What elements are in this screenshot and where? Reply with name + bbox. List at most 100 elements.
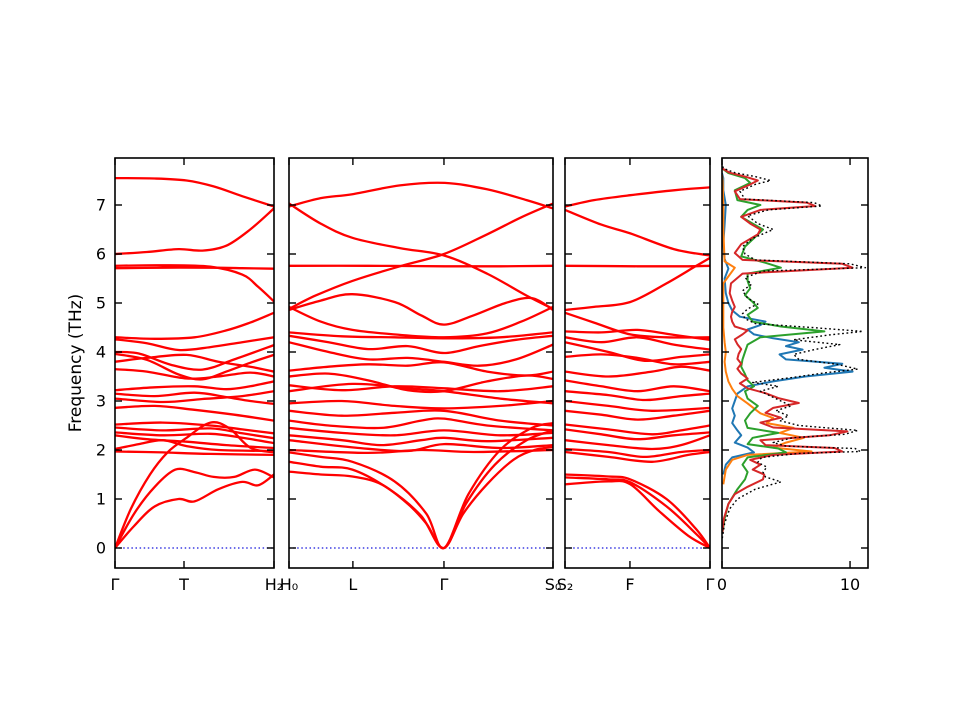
y-tick-label: 6 — [96, 245, 106, 264]
phonon-band-path — [565, 365, 710, 378]
panel-content-bands-S2-F-gamma — [565, 186, 710, 550]
x-tick-label: T — [178, 575, 189, 594]
phonon-band-path — [115, 353, 274, 373]
phonon-band-path — [289, 202, 553, 311]
phonon-band-path — [115, 264, 274, 303]
y-tick-label: 1 — [96, 490, 106, 509]
x-tick-label: S₂ — [557, 575, 574, 594]
phonon-band-path — [565, 311, 710, 339]
phonon-band-path — [115, 176, 274, 208]
phonon-band-path — [565, 473, 710, 550]
phonon-band-path — [565, 447, 710, 459]
phonon-band-path — [289, 426, 553, 437]
phonon-band-path — [565, 390, 710, 402]
y-tick-label: 3 — [96, 392, 106, 411]
phonon-band-path — [289, 334, 553, 355]
y-tick-label: 2 — [96, 441, 106, 460]
phonon-band-path — [565, 328, 710, 341]
phonon-band-path — [115, 207, 274, 256]
phonon-band-path — [115, 380, 274, 392]
y-tick-label: 0 — [96, 539, 106, 558]
x-tick-label: H₀ — [280, 575, 298, 594]
x-tick-label: S₀ — [545, 575, 562, 594]
phonon-band-path — [565, 256, 710, 312]
phonon-band-path — [289, 448, 553, 455]
phonon-band-path — [115, 343, 274, 371]
x-tick-label: 10 — [840, 575, 860, 594]
panel-frame-4 — [721, 157, 869, 569]
phonon-band-path — [115, 336, 274, 352]
dos-green-curve — [722, 167, 826, 534]
x-tick-label: 0 — [717, 575, 727, 594]
phonon-band-path — [565, 450, 710, 463]
phonon-band-path — [565, 336, 710, 351]
phonon-band-path — [565, 476, 710, 550]
phonon-band-path — [289, 264, 553, 268]
phonon-band-path — [115, 434, 274, 450]
phonon-band-path — [115, 391, 274, 406]
y-tick-label: 4 — [96, 343, 106, 362]
phonon-band-path — [289, 305, 553, 339]
y-tick-label: 5 — [96, 294, 106, 313]
phonon-band-path — [565, 428, 710, 441]
x-tick-label: F — [625, 575, 634, 594]
phonon-band-path — [115, 439, 274, 453]
phonon-band-path — [289, 202, 553, 311]
phonon-band-path — [289, 341, 553, 367]
phonon-band-path — [289, 417, 553, 432]
phonon-band-path — [289, 399, 553, 410]
phonon-band-path — [565, 186, 710, 208]
dos-total-curve — [722, 163, 867, 539]
panel-content-bands-H0-L-gamma-S0 — [289, 181, 553, 550]
y-tick-label: 7 — [96, 196, 106, 215]
phonon-band-path — [115, 426, 274, 440]
x-tick-label: Γ — [440, 575, 449, 594]
phonon-band-path — [289, 181, 553, 210]
phonon-band-path — [289, 384, 553, 393]
phonon-band-path — [289, 293, 553, 326]
phonon-band-path — [115, 404, 274, 422]
phonon-band-path — [115, 467, 274, 550]
phonon-band-path — [289, 409, 553, 427]
dos-blue-curve — [722, 172, 854, 475]
panel-content-dos — [722, 163, 867, 539]
panel-frame-1 — [114, 157, 275, 569]
phonon-band-path — [565, 399, 710, 412]
phonon-band-path — [565, 479, 710, 550]
phonon-band-path — [115, 311, 274, 340]
phonon-band-path — [289, 372, 553, 394]
phonon-band-path — [565, 353, 710, 366]
phonon-band-path — [115, 266, 274, 270]
panel-content-bands-gamma-T-H2 — [115, 176, 274, 550]
x-tick-label: Γ — [706, 575, 715, 594]
panel-frame-2 — [288, 157, 554, 569]
phonon-band-path — [115, 421, 274, 435]
phonon-band-path — [565, 423, 710, 436]
phonon-band-path — [565, 434, 710, 451]
phonon-band-path — [289, 382, 553, 405]
phonon-band-path — [115, 473, 274, 550]
phonon-band-path — [289, 421, 553, 550]
y-axis-label: Frequency (THz) — [66, 293, 86, 433]
phonon-band-path — [565, 341, 710, 363]
phonon-band-path — [565, 208, 710, 257]
phonon-band-path — [565, 379, 710, 393]
panel-frame-3 — [564, 157, 711, 569]
phonon-band-path — [115, 421, 274, 550]
phonon-band-path — [565, 264, 710, 268]
phonon-band-path — [289, 434, 553, 447]
phonon-band-path — [115, 450, 274, 457]
phonon-band-path — [115, 431, 274, 445]
x-tick-label: L — [348, 575, 357, 594]
phonon-band-path — [565, 409, 710, 421]
dos-red-curve — [722, 167, 854, 534]
phonon-band-path — [289, 445, 553, 550]
phonon-band-path — [115, 352, 274, 381]
phonon-band-path — [115, 390, 274, 404]
phonon-band-path — [115, 367, 274, 380]
x-tick-label: H₂ — [265, 575, 283, 594]
x-tick-label: Γ — [111, 575, 120, 594]
phonon-band-path — [289, 331, 553, 340]
